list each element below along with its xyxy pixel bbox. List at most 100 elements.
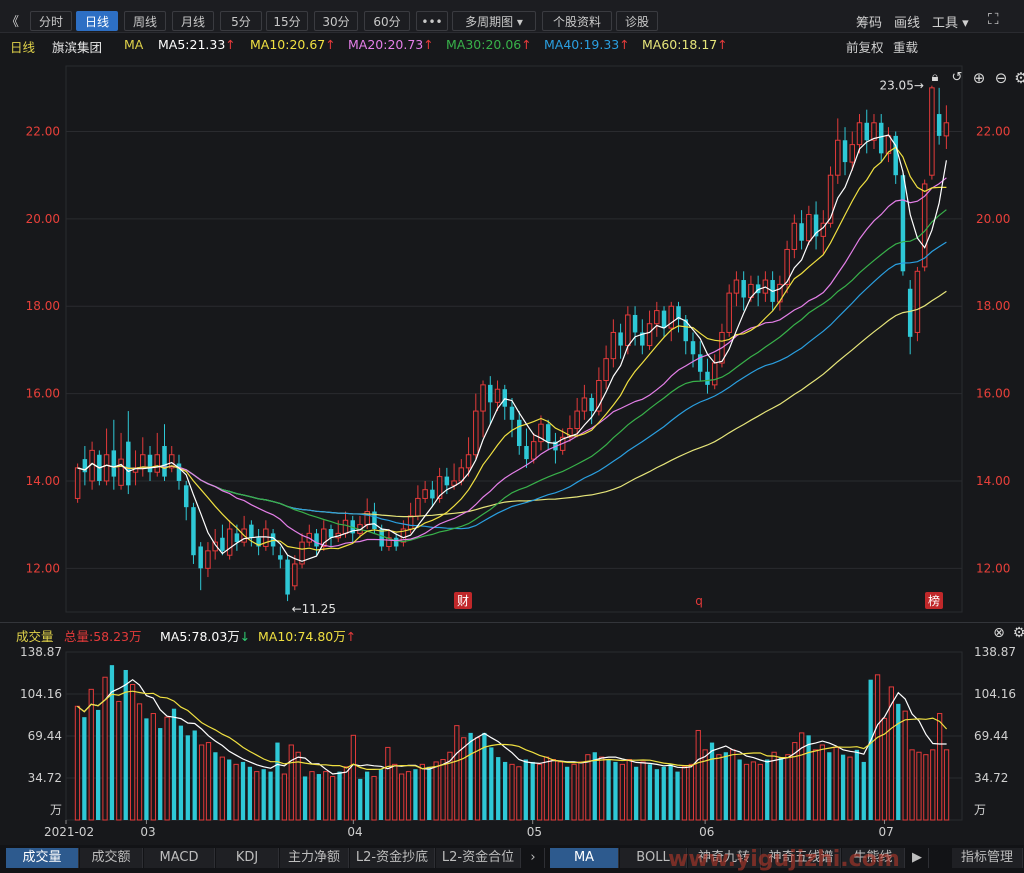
period-button-7[interactable]: 60分 — [364, 11, 410, 31]
volume-bar — [350, 734, 356, 821]
volume-bar — [178, 725, 184, 820]
volume-bar — [613, 761, 618, 820]
candle-body — [451, 480, 457, 486]
volume-bar — [205, 742, 212, 821]
volume-bar — [433, 761, 439, 821]
x-tick-label: 07 — [878, 825, 893, 839]
indicator-manage-button[interactable]: 指标管理 — [952, 848, 1023, 868]
period-button-10[interactable]: 个股资料 — [542, 11, 612, 31]
period-button-6[interactable]: 30分 — [314, 11, 358, 31]
volume-bar — [440, 759, 446, 821]
tab-l2-position[interactable]: L2-资金合位 — [436, 848, 521, 868]
candle-body — [82, 459, 88, 473]
period-button-2[interactable]: 周线 — [124, 11, 166, 31]
tab-l2-bottom[interactable]: L2-资金抄底 — [350, 848, 435, 868]
candle-body — [407, 515, 414, 530]
candle-body — [74, 467, 81, 499]
candle-body — [524, 446, 529, 460]
ma30-line — [77, 209, 947, 543]
candle-body — [893, 135, 898, 176]
candle-body — [415, 497, 421, 517]
candle-body — [530, 441, 537, 460]
high-price-label: 23.05→ — [879, 79, 923, 93]
volume-bar — [578, 761, 584, 821]
volume-bar — [419, 763, 425, 821]
settings-icon[interactable]: ⚙ — [1014, 69, 1024, 87]
volume-bar — [371, 775, 377, 821]
price-chart[interactable]: 22.00 22.00 20.00 20.00 18.00 18.00 16.00 16.00… — [0, 56, 1024, 618]
zoom-out-icon[interactable]: ⊖ — [994, 69, 1008, 87]
tab-bull-bear[interactable]: 牛熊线 — [842, 848, 905, 868]
volume-ma5-line — [77, 678, 947, 775]
tab-magic-nine[interactable]: 神奇九转 — [688, 848, 761, 868]
tab-magic-five[interactable]: 神奇五线谱 — [762, 848, 841, 868]
period-button-3[interactable]: 月线 — [172, 11, 214, 31]
volume-bar — [737, 759, 742, 820]
close-icon[interactable]: ⊗ — [993, 625, 1005, 641]
tab-main-net[interactable]: 主力净额 — [280, 848, 349, 868]
volume-bar — [185, 735, 190, 820]
candle-body — [741, 280, 746, 298]
candle-body — [849, 144, 856, 163]
undo-icon[interactable]: ↺ — [951, 70, 963, 85]
volume-bar — [261, 769, 266, 820]
fullscreen-icon[interactable]: ⛶ — [988, 10, 999, 28]
chip-button[interactable]: 筹码 — [856, 16, 883, 31]
period-button-8[interactable]: ••• — [416, 11, 448, 31]
volume-bar — [599, 756, 605, 821]
volume-bar — [295, 751, 301, 821]
candle-body — [263, 528, 269, 547]
volume-bar — [661, 766, 666, 820]
tabs-scroll-icon[interactable]: › — [522, 848, 545, 868]
lock-icon[interactable]: 🔒︎ — [931, 70, 939, 85]
candle-body — [111, 450, 117, 477]
period-button-9[interactable]: 多周期图 ▾ — [452, 11, 536, 31]
zoom-in-icon[interactable]: ⊕ — [972, 69, 986, 87]
tab-kdj[interactable]: KDJ — [216, 848, 279, 868]
candle-body — [878, 122, 884, 154]
volume-bar — [874, 674, 881, 821]
volume-total: 总量:58.23万 — [64, 629, 142, 644]
fq-button[interactable]: 前复权 — [846, 40, 884, 55]
tabs-more-icon[interactable]: ▶ — [906, 848, 929, 868]
volume-bar — [516, 766, 522, 821]
draw-line-button[interactable]: 画线 — [894, 16, 921, 31]
tools-button[interactable]: 工具 ▾ — [932, 16, 969, 31]
back-icon[interactable]: 《 — [6, 15, 20, 30]
stock-name[interactable]: 旗滨集团 — [52, 40, 103, 55]
volume-bar — [592, 752, 597, 820]
candle-body — [690, 341, 696, 355]
tab-macd[interactable]: MACD — [144, 848, 215, 868]
volume-bar — [365, 771, 370, 820]
tab-ma[interactable]: MA — [550, 848, 619, 868]
ma20-value: MA20:20.73↑ — [348, 37, 434, 52]
period-button-4[interactable]: 5分 — [220, 11, 262, 31]
volume-header: 成交量 总量:58.23万 MA5:78.03万↓ MA10:74.80万↑ ⊗… — [0, 622, 1024, 644]
period-button-5[interactable]: 15分 — [266, 11, 308, 31]
candle-body — [856, 122, 863, 146]
volume-bar — [557, 761, 563, 821]
volume-title[interactable]: 成交量 — [16, 629, 54, 644]
candle-body — [292, 563, 298, 587]
candle-body — [516, 419, 522, 447]
volume-chart[interactable]: 138.87 138.87 104.16 104.16 69.44 69.44 34.72 3… — [0, 642, 1024, 844]
candle-body — [711, 362, 718, 386]
ma-label[interactable]: MA — [124, 37, 144, 52]
price-tick-label-left: 16.00 — [26, 387, 60, 401]
reload-button[interactable]: 重载 — [893, 40, 919, 55]
tab-turnover[interactable]: 成交额 — [80, 848, 143, 868]
tab-boll[interactable]: BOLL — [620, 848, 687, 868]
period-button-1[interactable]: 日线 — [76, 11, 118, 31]
candle-body — [864, 122, 869, 141]
candle-body — [226, 528, 233, 556]
tab-volume[interactable]: 成交量 — [6, 848, 79, 868]
volume-bar — [405, 771, 412, 821]
period-button-11[interactable]: 诊股 — [616, 11, 658, 31]
candle-body — [430, 489, 435, 499]
volume-bar — [502, 761, 508, 820]
volume-bar — [716, 754, 722, 821]
volume-bar — [461, 737, 467, 821]
ma60-value: MA60:18.17↑ — [642, 37, 728, 52]
period-button-0[interactable]: 分时 — [30, 11, 72, 31]
settings-icon[interactable]: ⚙ — [1012, 625, 1024, 641]
